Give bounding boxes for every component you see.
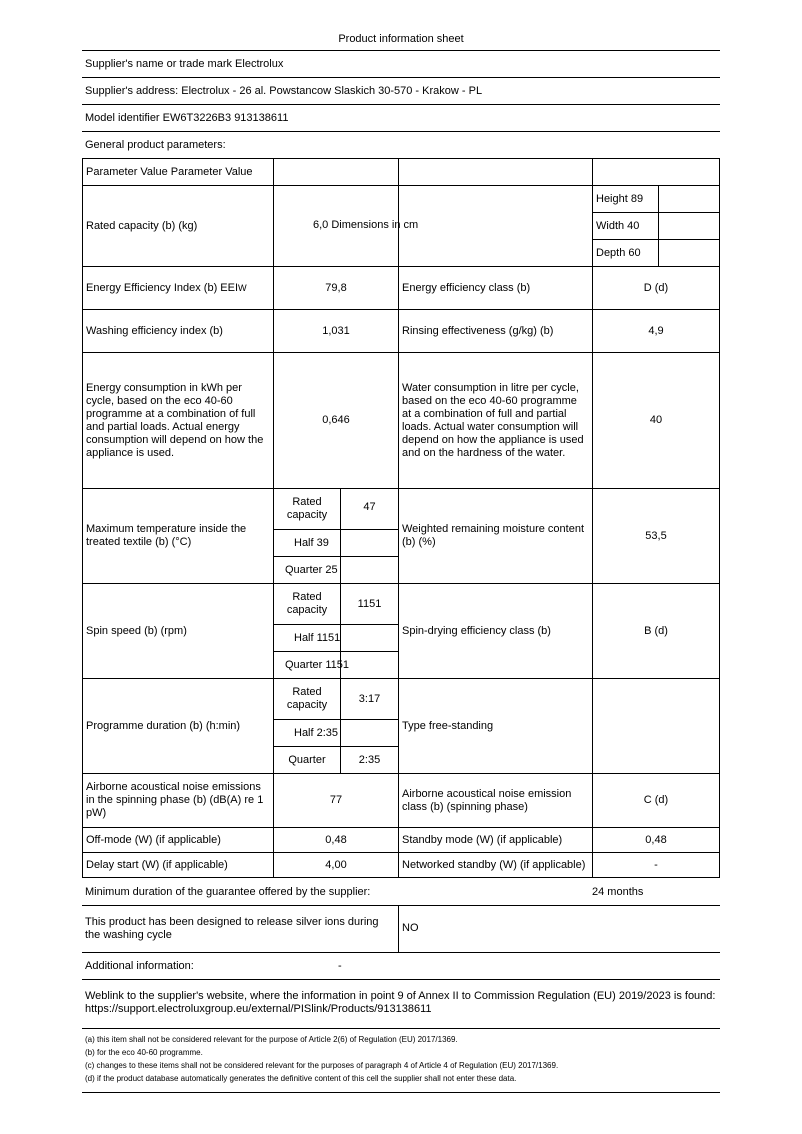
moisture-label: Weighted remaining moisture content (b) … <box>398 488 593 584</box>
table-cell <box>592 158 720 186</box>
rated-capacity-value: 6,0 Dimensions in cm <box>313 219 419 231</box>
additional-info-value: - <box>338 960 342 972</box>
table-cell <box>340 719 399 747</box>
guarantee-label: Minimum duration of the guarantee offere… <box>85 886 371 898</box>
eei-label-text: Energy Efficiency Index (b) EEI <box>86 281 239 294</box>
supplier-address: Supplier's address: Electrolux - 26 al. … <box>85 85 483 97</box>
divider <box>82 131 720 132</box>
spin-class-value: B (d) <box>592 583 720 679</box>
spin-rated-value: 1151 <box>340 583 399 625</box>
networked-standby-value: - <box>592 852 720 878</box>
energy-consumption-value: 0,646 <box>273 352 399 489</box>
delay-start-label: Delay start (W) (if applicable) <box>82 852 274 878</box>
table-cell <box>658 185 720 213</box>
depth-value: Depth 60 <box>592 239 659 267</box>
page-title: Product information sheet <box>338 33 464 45</box>
general-params-heading: General product parameters: <box>85 139 226 151</box>
networked-standby-label: Networked standby (W) (if applicable) <box>398 852 593 878</box>
table-cell <box>340 651 399 679</box>
guarantee-value: 24 months <box>592 886 644 898</box>
delay-start-value: 4,00 <box>273 852 399 878</box>
energy-class-label: Energy efficiency class (b) <box>398 266 593 310</box>
table-cell <box>340 529 399 557</box>
noise-class-value: C (d) <box>592 773 720 828</box>
weblink[interactable]: Weblink to the supplier's website, where… <box>85 990 716 1015</box>
off-mode-value: 0,48 <box>273 827 399 853</box>
additional-info-label: Additional information: <box>85 960 194 972</box>
footnote-c: (c) changes to these items shall not be … <box>85 1061 559 1070</box>
type-value: Type free-standing <box>398 678 593 774</box>
temperature-rated-label: Rated capacity <box>273 488 341 530</box>
table-cell <box>398 185 593 267</box>
duration-half: Half 2:35 <box>273 719 341 747</box>
silver-ions-value: NO <box>398 905 720 953</box>
temperature-half: Half 39 <box>273 529 341 557</box>
spin-rated-label: Rated capacity <box>273 583 341 625</box>
off-mode-label: Off-mode (W) (if applicable) <box>82 827 274 853</box>
water-consumption-value: 40 <box>592 352 720 489</box>
temperature-label: Maximum temperature inside the treated t… <box>82 488 274 584</box>
supplier-name: Supplier's name or trade mark Electrolux <box>85 58 284 70</box>
rinsing-label: Rinsing effectiveness (g/kg) (b) <box>398 309 593 353</box>
rated-capacity-label: Rated capacity (b) (kg) <box>82 185 274 267</box>
temperature-quarter: Quarter 25 <box>273 556 341 584</box>
eei-subscript: W <box>238 282 247 293</box>
divider <box>82 905 720 906</box>
standby-value: 0,48 <box>592 827 720 853</box>
rinsing-value: 4,9 <box>592 309 720 353</box>
height-value: Height 89 <box>592 185 659 213</box>
temperature-rated-value: 47 <box>340 488 399 530</box>
energy-class-value: D (d) <box>592 266 720 310</box>
model-identifier: Model identifier EW6T3226B3 913138611 <box>85 112 289 124</box>
table-cell <box>340 624 399 652</box>
footnote-d: (d) if the product database automaticall… <box>85 1074 517 1083</box>
spin-half: Half 1151 <box>273 624 341 652</box>
duration-quarter-label: Quarter <box>273 746 341 774</box>
standby-label: Standby mode (W) (if applicable) <box>398 827 593 853</box>
water-consumption-label: Water consumption in litre per cycle, ba… <box>398 352 593 489</box>
washing-index-label: Washing efficiency index (b) <box>82 309 274 353</box>
silver-ions-label: This product has been designed to releas… <box>82 905 399 953</box>
washing-index-value: 1,031 <box>273 309 399 353</box>
duration-quarter-value: 2:35 <box>340 746 399 774</box>
noise-label: Airborne acoustical noise emissions in t… <box>82 773 274 828</box>
duration-rated-label: Rated capacity <box>273 678 341 720</box>
table-cell <box>340 556 399 584</box>
footnote-b: (b) for the eco 40-60 programme. <box>85 1048 203 1057</box>
width-value: Width 40 <box>592 212 659 240</box>
divider <box>82 1092 720 1093</box>
divider <box>82 979 720 980</box>
energy-consumption-label: Energy consumption in kWh per cycle, bas… <box>82 352 274 489</box>
duration-rated-value: 3:17 <box>340 678 399 720</box>
noise-class-label: Airborne acoustical noise emission class… <box>398 773 593 828</box>
eei-value: 79,8 <box>273 266 399 310</box>
table-cell <box>658 239 720 267</box>
table-header: Parameter Value Parameter Value <box>82 158 274 186</box>
spin-speed-label: Spin speed (b) (rpm) <box>82 583 274 679</box>
duration-label: Programme duration (b) (h:min) <box>82 678 274 774</box>
eei-label: Energy Efficiency Index (b) EEI W <box>82 266 274 310</box>
table-cell <box>658 212 720 240</box>
footnote-a: (a) this item shall not be considered re… <box>85 1035 458 1044</box>
divider <box>82 1028 720 1029</box>
divider <box>82 77 720 78</box>
table-cell <box>398 158 593 186</box>
divider <box>82 50 720 51</box>
spin-class-label: Spin-drying efficiency class (b) <box>398 583 593 679</box>
divider <box>82 104 720 105</box>
table-cell <box>273 158 399 186</box>
moisture-value: 53,5 <box>592 488 720 584</box>
table-cell <box>592 678 720 774</box>
noise-value: 77 <box>273 773 399 828</box>
spin-quarter: Quarter 1151 <box>273 651 349 679</box>
